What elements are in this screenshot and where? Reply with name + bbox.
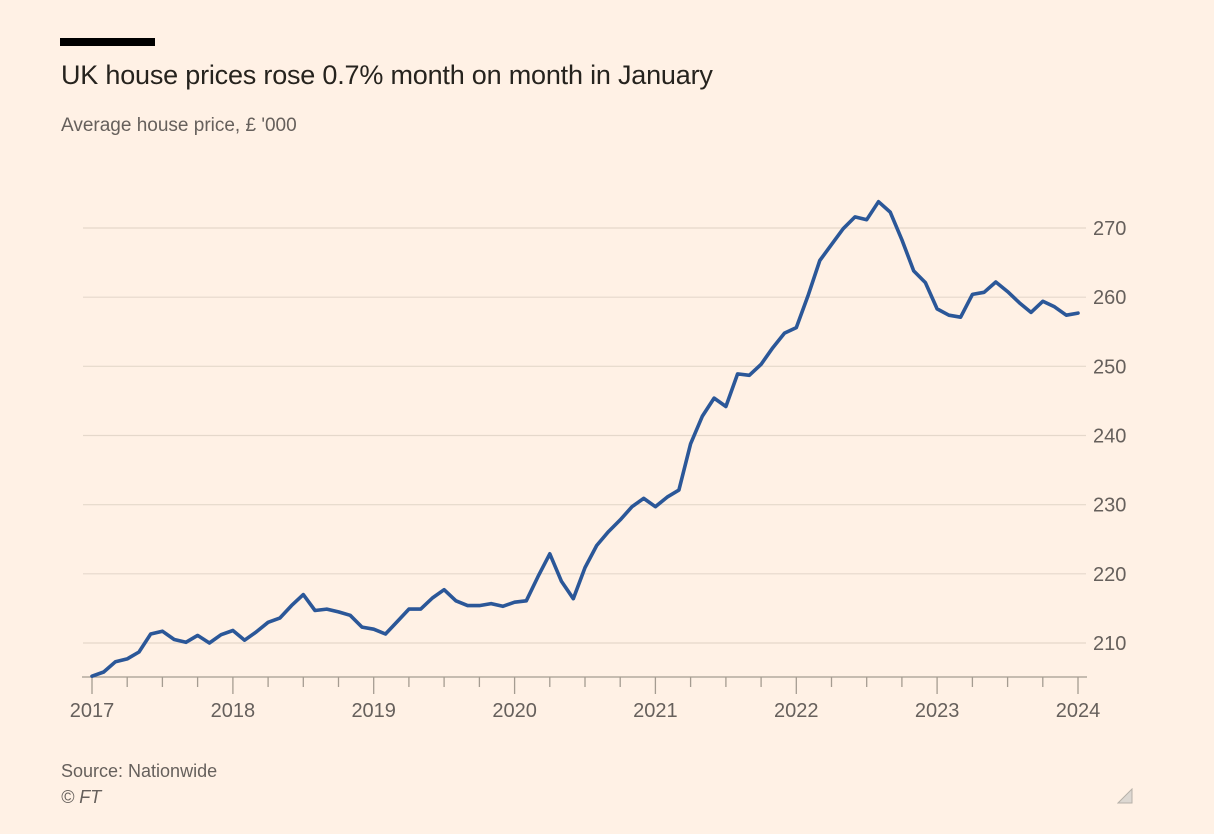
- house-price-series-line: [90, 199, 1080, 679]
- resize-handle-icon[interactable]: [1117, 788, 1133, 804]
- gridlines: [83, 227, 1086, 644]
- y-axis-labels: 210 220 230 240 250 260 270: [1093, 218, 1126, 655]
- svg-text:230: 230: [1093, 495, 1126, 517]
- svg-text:270: 270: [1093, 218, 1126, 240]
- svg-text:220: 220: [1093, 564, 1126, 586]
- svg-text:2021: 2021: [633, 700, 678, 722]
- svg-text:250: 250: [1093, 356, 1126, 378]
- ft-credit: © FT: [61, 787, 102, 807]
- svg-text:2022: 2022: [774, 700, 819, 722]
- svg-text:210: 210: [1093, 633, 1126, 655]
- title-kicker-bar: [60, 38, 155, 46]
- source-note: Source: Nationwide: [61, 761, 218, 781]
- x-axis-labels: 2017 2018 2019 2020 2021 2022 2023 2024: [70, 700, 1101, 722]
- svg-text:240: 240: [1093, 426, 1126, 448]
- svg-text:260: 260: [1093, 287, 1126, 309]
- svg-text:2017: 2017: [70, 700, 115, 722]
- svg-text:2024: 2024: [1056, 700, 1101, 722]
- svg-text:2023: 2023: [915, 700, 960, 722]
- svg-text:2018: 2018: [211, 700, 256, 722]
- resize-triangle: [1117, 788, 1133, 804]
- x-axis-ticks: [91, 677, 1079, 694]
- chart-subtitle: Average house price, £ '000: [61, 115, 297, 136]
- price-line-chart: 210 220 230 240 250 260 270 2017 2018 2019 2020 202…: [70, 199, 1126, 722]
- svg-text:2020: 2020: [492, 700, 537, 722]
- chart-title: UK house prices rose 0.7% month on month…: [61, 60, 713, 90]
- svg-text:2019: 2019: [351, 700, 396, 722]
